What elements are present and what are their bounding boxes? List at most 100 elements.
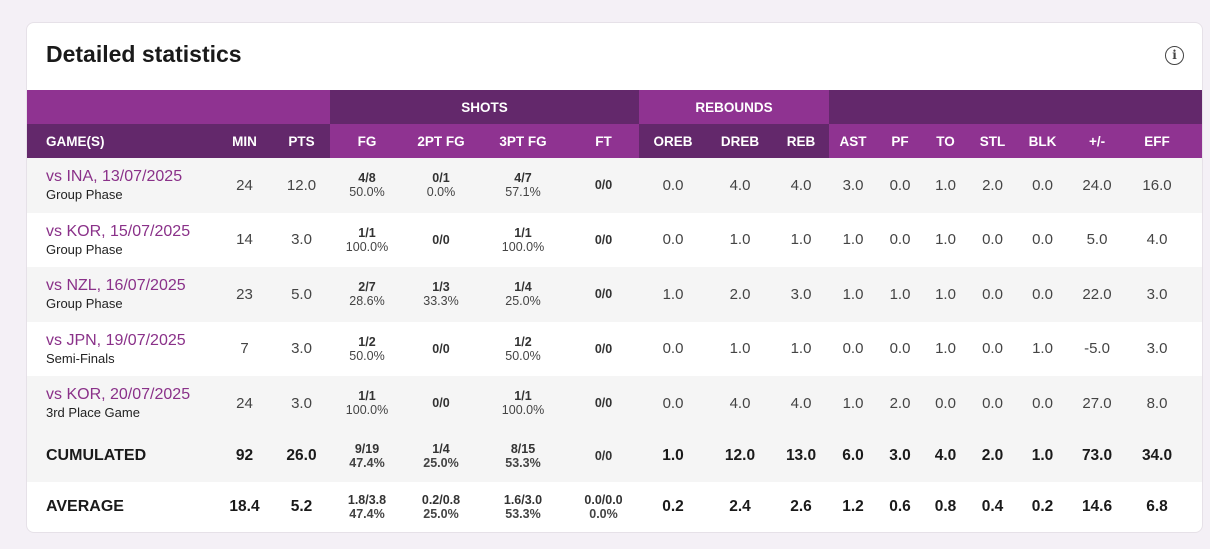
ast-cell: 6.0 [829, 430, 878, 482]
ast-cell: 1.0 [829, 267, 878, 322]
plus-minus-cell: -5.0 [1084, 340, 1110, 358]
eff-cell: 6.8 [1146, 498, 1168, 515]
shots-made-attempted: 0.0/0.0 [584, 493, 623, 507]
min-cell: 18.4 [229, 498, 260, 515]
table-row: vs NZL, 16/07/2025 Group Phase 23 5.0 2/7 28.… [27, 267, 1202, 322]
column-header-ft[interactable]: FT [568, 124, 640, 158]
dreb-cell: 4.0 [707, 376, 774, 431]
fg2-cell: 0/0 [404, 322, 478, 377]
pf-cell: 0.0 [877, 158, 924, 213]
column-header-fg[interactable]: FG [330, 124, 404, 158]
game-link[interactable]: vs NZL, 16/07/2025 [46, 277, 186, 295]
shots-made-attempted: 1/1 [358, 389, 376, 404]
column-header-min[interactable]: MIN [216, 124, 273, 158]
min-cell: 92 [216, 430, 273, 482]
shots-made-attempted: 4/7 [514, 171, 532, 186]
total-row: AVERAGE 18.4 5.2 1.8/3.8 47.4% 0.2/0.8 25.0% 1.… [27, 482, 1202, 533]
pts-cell: 3.0 [273, 376, 330, 431]
oreb-cell: 0.2 [662, 498, 684, 515]
ft-cell: 0/0 [568, 213, 639, 268]
stl-cell: 0.0 [968, 267, 1018, 322]
fg2-cell: 0/0 [404, 213, 478, 268]
shots-percentage: 25.0% [423, 507, 459, 521]
column-header-blk[interactable]: BLK [1017, 124, 1069, 158]
shots-percentage: 100.0% [501, 239, 545, 254]
shots-made-attempted: 0.2/0.8 [421, 493, 461, 507]
shots-made-attempted: 0/0 [432, 341, 450, 356]
shots-made-attempted: 0/0 [594, 178, 613, 193]
shots-made-attempted: 0/0 [432, 396, 450, 411]
pf-cell: 0.0 [889, 340, 911, 358]
game-phase: Group Phase [46, 241, 123, 257]
to-cell: 4.0 [923, 430, 969, 482]
to-cell: 1.0 [935, 340, 956, 358]
game-cell: vs INA, 13/07/2025 Group Phase [27, 158, 216, 213]
fg-cell: 1/1 100.0% [330, 376, 404, 431]
table-row: vs KOR, 15/07/2025 Group Phase 14 3.0 1/1 100… [27, 213, 1202, 268]
shots-made-attempted: 1/3 [432, 280, 450, 295]
ast-cell: 1.0 [842, 231, 864, 249]
column-header-[interactable]: +/- [1068, 124, 1127, 158]
fg3-cell: 1/2 50.0% [478, 322, 568, 377]
fg3-cell: 8/15 53.3% [478, 430, 568, 482]
fg2-cell: 1/4 25.0% [404, 430, 478, 482]
game-phase: Semi-Finals [46, 350, 115, 366]
column-header-stl[interactable]: STL [968, 124, 1018, 158]
column-header-eff[interactable]: EFF [1126, 124, 1202, 158]
fg-cell: 4/8 50.0% [330, 158, 404, 213]
blk-cell: 0.0 [1017, 376, 1069, 431]
stats-table: SHOTS REBOUNDS GAME(S) MIN PTS FG 2PT FG 3PT … [27, 90, 1202, 533]
table-row: vs KOR, 20/07/2025 3rd Place Game 24 3.0 1/1… [27, 376, 1202, 431]
pts-cell: 12.0 [273, 158, 330, 213]
shots-made-attempted: 0/0 [432, 232, 450, 247]
fg2-cell: 0.2/0.8 25.0% [404, 482, 478, 533]
column-header-game-s[interactable]: GAME(S) [27, 124, 216, 158]
column-header-dreb[interactable]: DREB [707, 124, 774, 158]
shots-made-attempted: 9/19 [354, 442, 380, 456]
oreb-cell: 0.0 [662, 231, 684, 249]
to-cell: 1.0 [923, 158, 969, 213]
game-link[interactable]: vs JPN, 19/07/2025 [46, 331, 186, 349]
shots-made-attempted: 1.8/3.8 [347, 493, 387, 507]
ft-cell: 0/0 [568, 158, 640, 213]
min-cell: 23 [216, 267, 273, 322]
game-link[interactable]: vs KOR, 20/07/2025 [46, 386, 191, 404]
game-cell: AVERAGE [46, 498, 124, 515]
ft-cell: 0/0 [568, 430, 640, 482]
pf-cell: 2.0 [877, 376, 924, 431]
info-icon[interactable]: i [1165, 46, 1184, 65]
reb-cell: 4.0 [773, 376, 830, 431]
column-header-2pt-fg[interactable]: 2PT FG [404, 124, 478, 158]
game-link[interactable]: vs KOR, 15/07/2025 [46, 222, 191, 240]
shots-percentage: 53.3% [505, 456, 541, 470]
shots-percentage: 100.0% [501, 403, 545, 418]
plus-minus-cell: 24.0 [1068, 158, 1127, 213]
blk-cell: 0.0 [1017, 267, 1069, 322]
eff-cell: 34.0 [1126, 430, 1202, 482]
min-cell: 7 [240, 340, 249, 358]
column-header-oreb[interactable]: OREB [639, 124, 708, 158]
min-cell: 24 [216, 376, 273, 431]
shots-made-attempted: 0/1 [432, 171, 450, 186]
column-header-to[interactable]: TO [923, 124, 969, 158]
game-cell: vs KOR, 15/07/2025 Group Phase [27, 213, 216, 268]
game-link[interactable]: vs INA, 13/07/2025 [46, 168, 183, 186]
ft-cell: 0/0 [568, 322, 639, 377]
shots-percentage: 47.4% [349, 456, 385, 470]
dreb-cell: 1.0 [729, 231, 751, 249]
column-header-pf[interactable]: PF [877, 124, 924, 158]
column-header-reb[interactable]: REB [773, 124, 830, 158]
game-cell: CUMULATED [27, 430, 216, 482]
min-cell: 14 [236, 231, 253, 249]
eff-cell: 3.0 [1146, 340, 1168, 358]
dreb-cell: 2.0 [707, 267, 774, 322]
eff-cell: 3.0 [1126, 267, 1202, 322]
column-header-3pt-fg[interactable]: 3PT FG [478, 124, 568, 158]
stl-cell: 2.0 [968, 430, 1018, 482]
column-header-ast[interactable]: AST [829, 124, 878, 158]
ft-cell: 0/0 [568, 376, 640, 431]
oreb-cell: 1.0 [639, 267, 708, 322]
column-header-pts[interactable]: PTS [273, 124, 330, 158]
pts-cell: 3.0 [291, 231, 312, 249]
shots-made-attempted: 1/1 [514, 389, 532, 404]
